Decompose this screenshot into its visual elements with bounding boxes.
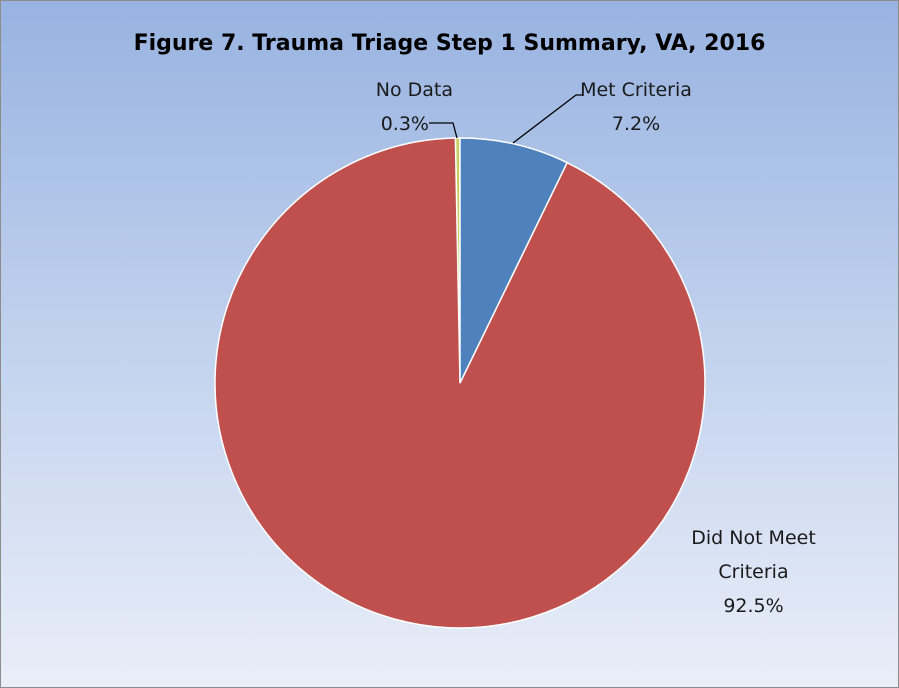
slice-label: Met Criteria 7.2% bbox=[561, 73, 711, 141]
category-label: Did Not Meet Criteria bbox=[691, 527, 816, 583]
chart-title: Figure 7. Trauma Triage Step 1 Summary, … bbox=[133, 31, 766, 56]
value-label: 92.5% bbox=[723, 595, 784, 617]
slice-label: Did Not Meet Criteria 92.5% bbox=[666, 521, 841, 623]
value-label: 7.2% bbox=[611, 113, 661, 135]
category-label: Met Criteria bbox=[580, 79, 692, 101]
value-label: 0.3% bbox=[380, 113, 429, 135]
leader-line bbox=[429, 122, 458, 139]
pie-slice bbox=[459, 137, 569, 384]
slice-label: No Data 0.3% bbox=[351, 73, 461, 141]
category-label: No Data bbox=[375, 79, 453, 101]
leader-line bbox=[512, 94, 583, 144]
